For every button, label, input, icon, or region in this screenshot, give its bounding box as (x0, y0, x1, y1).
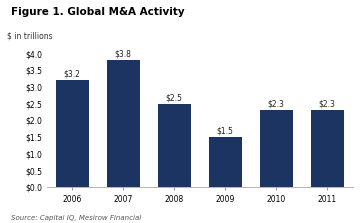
Bar (158, 104, 191, 187)
Text: $3.2: $3.2 (64, 70, 81, 79)
Text: Source: Capital IQ, Mesirow Financial: Source: Capital IQ, Mesirow Financial (11, 215, 141, 221)
Text: $3.8: $3.8 (115, 50, 132, 59)
Bar (56, 80, 89, 187)
Text: $ in trillions: $ in trillions (7, 31, 53, 40)
Text: $1.5: $1.5 (217, 126, 234, 135)
Text: $2.3: $2.3 (268, 100, 285, 109)
Bar (209, 137, 242, 187)
Text: $2.3: $2.3 (319, 100, 336, 109)
Text: Figure 1. Global M&A Activity: Figure 1. Global M&A Activity (11, 7, 184, 17)
Bar (311, 110, 344, 187)
Text: $2.5: $2.5 (166, 93, 183, 102)
Bar (107, 60, 140, 187)
Bar (260, 110, 293, 187)
